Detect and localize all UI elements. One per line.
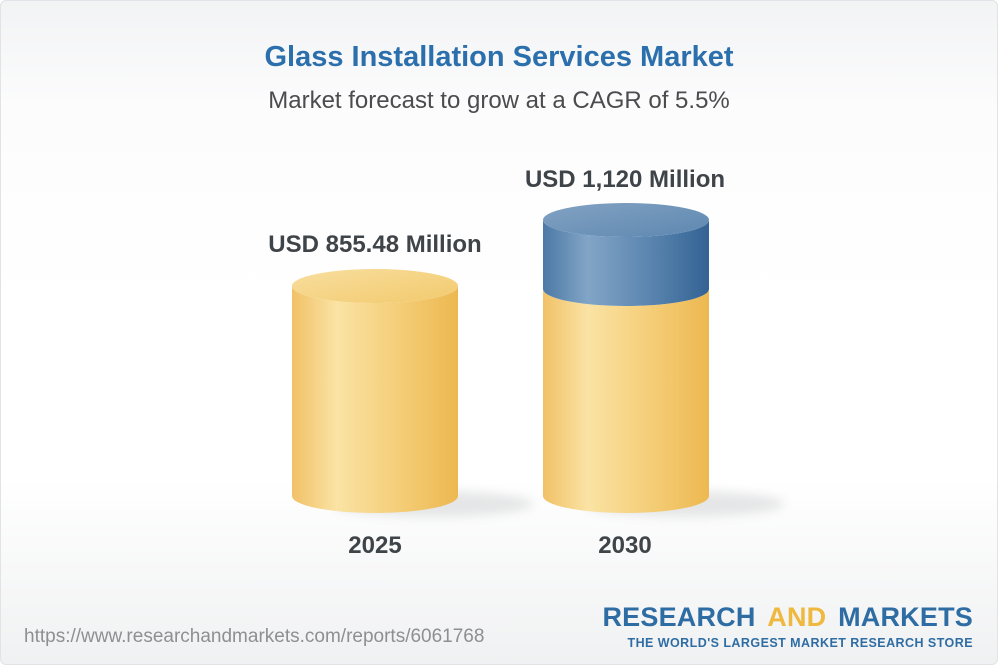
- logo-word-research: RESEARCH: [602, 602, 756, 632]
- research-and-markets-logo: RESEARCH AND MARKETS THE WORLD'S LARGEST…: [602, 604, 973, 651]
- category-label-2030: 2030: [598, 532, 652, 559]
- cylinder-2025-body: [292, 286, 458, 513]
- page-title: Glass Installation Services Market: [264, 41, 734, 73]
- cylinder-2030-top: [543, 203, 709, 237]
- logo-wordmark: RESEARCH AND MARKETS: [602, 604, 973, 631]
- cylinder-2030-base-segment: [543, 289, 709, 513]
- cylinder-2025-top: [292, 269, 458, 303]
- header: Glass Installation Services Market Marke…: [1, 1, 997, 115]
- logo-tagline: THE WORLD'S LARGEST MARKET RESEARCH STOR…: [627, 636, 973, 650]
- report-url: https://www.researchandmarkets.com/repor…: [24, 626, 485, 647]
- logo-word-markets: MARKETS: [838, 602, 973, 632]
- logo-word-and: AND: [767, 602, 827, 632]
- value-label-2025: USD 855.48 Million: [268, 231, 482, 258]
- cylinder-2030-growth-segment: [543, 220, 709, 306]
- page-subtitle: Market forecast to grow at a CAGR of 5.5…: [268, 87, 730, 115]
- value-label-2030: USD 1,120 Million: [524, 166, 726, 193]
- category-label-2025: 2025: [348, 532, 402, 559]
